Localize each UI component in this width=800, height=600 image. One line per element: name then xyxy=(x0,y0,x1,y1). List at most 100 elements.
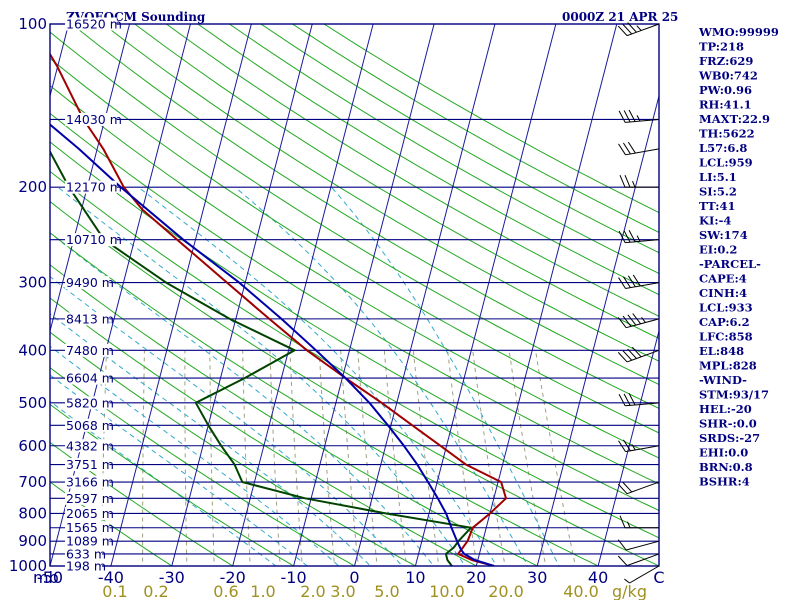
wind-barb xyxy=(618,393,660,407)
mixing-ratio-labels: 0.1 0.2 0.6 1.0 2.0 3.0 5.0 10.0 20.0 40.0 xyxy=(102,582,599,600)
mixing-ratio-line xyxy=(184,350,188,566)
height-label: 9490 m xyxy=(66,275,114,290)
isotherm-line xyxy=(536,94,659,566)
index-line: FRZ:629 xyxy=(699,54,753,68)
index-line: LCL:933 xyxy=(699,301,753,315)
height-label: 3166 m xyxy=(66,475,114,490)
height-label-bg xyxy=(65,559,102,573)
height-label: 198 m xyxy=(66,559,106,574)
height-label: 633 m xyxy=(66,546,106,561)
wind-barb xyxy=(618,439,660,453)
mixing-ratio-tick-label: 40.0 xyxy=(563,582,599,600)
wind-barb xyxy=(619,174,659,188)
isobars xyxy=(50,24,659,566)
index-line: RH:41.1 xyxy=(699,98,752,112)
wind-barb xyxy=(618,274,660,289)
dry-adiabat xyxy=(50,200,659,566)
mixing-ratio-line xyxy=(472,350,506,566)
index-line: PW:0.96 xyxy=(699,83,752,97)
mixing-ratio-line xyxy=(289,350,303,566)
moist-adiabat xyxy=(50,374,308,566)
index-line: -PARCEL- xyxy=(699,257,761,271)
index-line: HEL:-20 xyxy=(699,402,752,416)
pressure-tick-label: 100 xyxy=(18,15,47,33)
isotherm-line xyxy=(353,24,496,566)
pressure-tick-label: 300 xyxy=(18,274,47,292)
moist-adiabat xyxy=(331,186,560,566)
height-label-bg xyxy=(65,312,110,326)
temperature-tick-label: -30 xyxy=(159,568,185,587)
pressure-tick-label: 400 xyxy=(18,341,47,359)
height-label: 4382 m xyxy=(66,438,114,453)
temperature-tick-label: -10 xyxy=(281,568,307,587)
wind-barb xyxy=(624,565,660,584)
index-line: LFC:858 xyxy=(699,330,753,344)
dry-adiabat xyxy=(197,24,659,296)
height-label-bg xyxy=(65,534,110,548)
wind-barb xyxy=(617,313,660,329)
dry-adiabat xyxy=(50,232,600,566)
height-label-bg xyxy=(65,112,117,126)
temperature-labels: -50 -40 -30 -20 -10 0 10 20 30 40 C xyxy=(37,568,665,587)
index-line: CAP:6.2 xyxy=(699,315,750,329)
mixing-ratio-line xyxy=(209,350,215,566)
wind-barb xyxy=(617,481,660,495)
pressure-tick-label: 500 xyxy=(18,394,47,412)
stability-indices: WMO:99999TP:218FRZ:629WB0:742PW:0.96RH:4… xyxy=(698,25,779,489)
moist-adiabat xyxy=(50,313,372,566)
mb-label: mb xyxy=(33,568,59,587)
mixing-ratio-tick-label: 3.0 xyxy=(330,582,355,600)
temperature-tick-label: -20 xyxy=(220,568,246,587)
index-line: SW:174 xyxy=(699,228,748,242)
temperature-tick-label: 40 xyxy=(588,568,608,587)
dry-adiabat xyxy=(71,24,659,386)
mixing-ratio-line xyxy=(447,350,478,566)
mixing-ratio-line xyxy=(357,350,378,566)
mixing-ratio-tick-label: 1.0 xyxy=(250,582,275,600)
height-label-bg xyxy=(65,491,110,505)
dry-adiabat xyxy=(50,264,539,566)
index-line: SHR-:0.0 xyxy=(699,417,757,431)
index-line: LI:5.1 xyxy=(699,170,737,184)
mixing-ratio-line xyxy=(508,350,547,566)
mixing-ratio-line xyxy=(412,350,440,566)
height-label-bg xyxy=(65,276,110,290)
index-line: EL:848 xyxy=(699,344,744,358)
mixing-ratio-line xyxy=(142,350,145,566)
temperature-tick-label: 0 xyxy=(349,568,359,587)
pressure-tick-label: 1000 xyxy=(9,557,47,575)
wind-barb xyxy=(619,515,659,529)
temperature-tick-label: -50 xyxy=(37,568,63,587)
mixing-ratio-tick-label: 10.0 xyxy=(429,582,465,600)
gkg-label: g/kg xyxy=(612,582,647,600)
dry-adiabat xyxy=(50,31,659,409)
index-line: SRDS:-27 xyxy=(699,431,760,445)
dry-adiabat xyxy=(50,331,417,566)
dry-adiabat xyxy=(50,481,173,566)
moist-adiabat xyxy=(50,276,403,566)
mixing-ratio-tick-label: 0.1 xyxy=(102,582,127,600)
index-line: L57:6.8 xyxy=(699,141,747,155)
height-label: 8413 m xyxy=(66,311,114,326)
wind-barb xyxy=(618,109,660,123)
dry-adiabat xyxy=(134,24,659,340)
mixing-ratio-tick-label: 0.6 xyxy=(213,582,238,600)
wind-barb xyxy=(617,346,660,363)
index-line: LCL:959 xyxy=(699,156,753,170)
height-label-bg xyxy=(65,458,110,472)
height-label-bg xyxy=(65,233,117,247)
mixing-ratio-tick-label: 2.0 xyxy=(300,582,325,600)
height-label-bg xyxy=(65,396,110,410)
height-label-bg xyxy=(65,475,110,489)
index-line: WB0:742 xyxy=(698,69,758,83)
index-line: TH:5622 xyxy=(699,127,755,141)
temperature-tick-label: 10 xyxy=(405,568,425,587)
temperature-tick-label: -40 xyxy=(98,568,124,587)
index-line: BSHR:4 xyxy=(699,475,750,489)
mixing-ratio-tick-label: 20.0 xyxy=(488,582,524,600)
dewpoint-line xyxy=(50,149,472,566)
height-label: 16520 m xyxy=(66,17,122,32)
dry-adiabat xyxy=(50,441,234,566)
moist-adiabat xyxy=(57,186,466,566)
mixing-ratio-line xyxy=(340,350,359,566)
